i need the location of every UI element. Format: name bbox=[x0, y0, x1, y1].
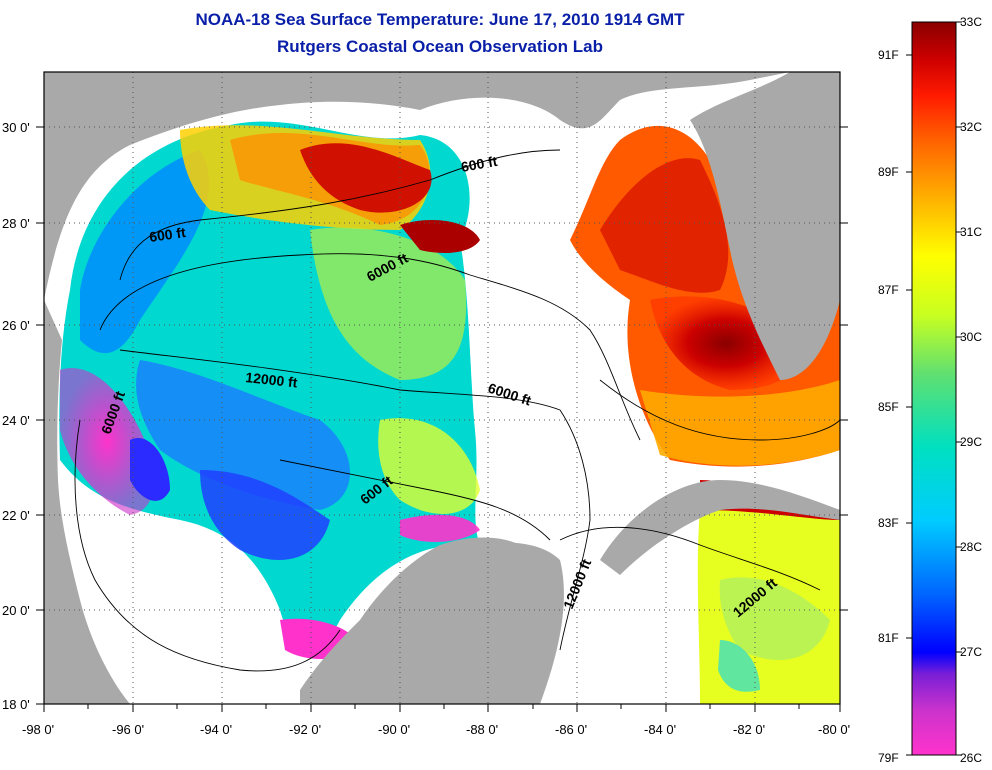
colorbar-fahrenheit-label: 81F bbox=[878, 631, 899, 645]
colorbar-fahrenheit-label: 87F bbox=[878, 283, 899, 297]
bathymetry-contours bbox=[74, 149, 840, 672]
lat-tick-label: 28 0' bbox=[2, 216, 30, 231]
lat-tick-label: 26 0' bbox=[2, 318, 30, 333]
lon-tick-label: -94 0' bbox=[200, 722, 232, 737]
lat-tick-label: 22 0' bbox=[2, 508, 30, 523]
graticule bbox=[44, 72, 840, 704]
lon-tick-label: -82 0' bbox=[733, 722, 765, 737]
lon-tick-label: -80 0' bbox=[818, 722, 850, 737]
latitude-labels: 30 0' 28 0' 26 0' 24 0' 22 0' 20 0' 18 0… bbox=[2, 120, 30, 712]
map-border bbox=[43, 71, 841, 705]
cuba bbox=[600, 480, 840, 575]
map-area bbox=[44, 72, 840, 704]
contour-600ft-north bbox=[119, 149, 561, 281]
lon-tick-label: -92 0' bbox=[289, 722, 321, 737]
contour-label: 12000 ft bbox=[245, 369, 299, 390]
contour-6000ft-west bbox=[74, 419, 341, 672]
colorbar-celsius-label: 29C bbox=[960, 435, 982, 449]
lon-tick-label: -88 0' bbox=[466, 722, 498, 737]
colorbar-celsius-label: 30C bbox=[960, 330, 982, 344]
land bbox=[44, 72, 840, 704]
contour-label: 600 ft bbox=[148, 224, 187, 245]
contour-caribbean bbox=[559, 526, 821, 591]
contour-florida-shelf bbox=[599, 379, 840, 441]
colorbar-celsius-label: 28C bbox=[960, 540, 982, 554]
lat-tick-label: 18 0' bbox=[2, 697, 30, 712]
colorbar-fahrenheit-label: 79F bbox=[878, 751, 899, 765]
florida-peninsula bbox=[690, 72, 840, 380]
lon-tick-label: -98 0' bbox=[22, 722, 54, 737]
contour-6000ft bbox=[99, 253, 641, 441]
sst-swath-west bbox=[59, 121, 480, 660]
colorbar-celsius-label: 32C bbox=[960, 120, 982, 134]
lat-tick-label: 24 0' bbox=[2, 413, 30, 428]
colorbar-fahrenheit-label: 83F bbox=[878, 516, 899, 530]
lon-tick-label: -90 0' bbox=[378, 722, 410, 737]
contour-600ft-yucatan bbox=[279, 459, 551, 541]
north-gulf-coast bbox=[44, 72, 790, 300]
colorbar-celsius-label: 33C bbox=[960, 15, 982, 29]
colorbar-fahrenheit-label: 85F bbox=[878, 400, 899, 414]
lon-tick-label: -86 0' bbox=[555, 722, 587, 737]
colorbar-gradient bbox=[911, 21, 957, 756]
sst-swath-east bbox=[570, 94, 840, 704]
yucatan-peninsula bbox=[300, 537, 525, 704]
longitude-labels: -98 0' -96 0' -94 0' -92 0' -90 0' -88 0… bbox=[22, 722, 850, 737]
lon-tick-label: -96 0' bbox=[112, 722, 144, 737]
axis-ticks bbox=[36, 126, 848, 712]
colorbar-fahrenheit-label: 91F bbox=[878, 48, 899, 62]
yucatan-east bbox=[470, 542, 564, 704]
colorbar: 33C 32C 31C 30C 29C 28C 27C 26C 91F 89F … bbox=[878, 15, 982, 765]
contour-label: 600 ft bbox=[460, 153, 499, 175]
map-title: NOAA-18 Sea Surface Temperature: June 17… bbox=[195, 10, 685, 29]
colorbar-celsius-label: 31C bbox=[960, 225, 982, 239]
map-subtitle: Rutgers Coastal Ocean Observation Lab bbox=[277, 37, 603, 56]
colorbar-celsius-label: 26C bbox=[960, 751, 982, 765]
lat-tick-label: 20 0' bbox=[2, 603, 30, 618]
mexico-west-coast bbox=[44, 300, 130, 704]
contour-12000ft bbox=[119, 349, 591, 651]
colorbar-fahrenheit-label: 89F bbox=[878, 165, 899, 179]
lon-tick-label: -84 0' bbox=[644, 722, 676, 737]
colorbar-celsius-label: 27C bbox=[960, 645, 982, 659]
lat-tick-label: 30 0' bbox=[2, 120, 30, 135]
